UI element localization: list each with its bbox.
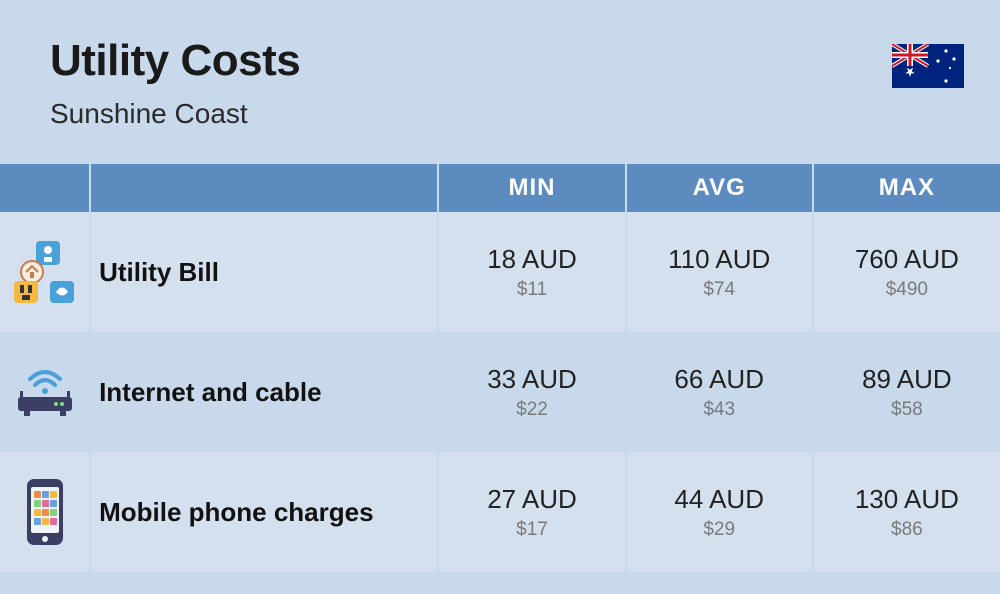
cell-max: 89 AUD $58: [813, 332, 1000, 452]
value-secondary: $11: [439, 279, 624, 301]
value-primary: 44 AUD: [627, 484, 812, 515]
table-row: Utility Bill 18 AUD $11 110 AUD $74 760 …: [0, 212, 1000, 332]
value-secondary: $490: [814, 279, 1000, 301]
costs-table: MIN AVG MAX: [0, 164, 1000, 572]
value-secondary: $29: [627, 519, 812, 541]
cell-min: 33 AUD $22: [438, 332, 625, 452]
page-subtitle: Sunshine Coast: [50, 98, 950, 130]
row-icon-cell: [0, 332, 90, 452]
row-label: Internet and cable: [90, 332, 438, 452]
value-primary: 89 AUD: [814, 364, 1000, 395]
header: Utility Costs Sunshine Coast: [0, 0, 1000, 164]
col-avg: AVG: [626, 164, 813, 212]
cell-avg: 44 AUD $29: [626, 452, 813, 572]
value-primary: 760 AUD: [814, 244, 1000, 275]
page-title: Utility Costs: [50, 36, 950, 86]
internet-router-icon: [8, 332, 81, 452]
table-header-row: MIN AVG MAX: [0, 164, 1000, 212]
cell-min: 18 AUD $11: [438, 212, 625, 332]
value-secondary: $43: [627, 399, 812, 421]
cell-min: 27 AUD $17: [438, 452, 625, 572]
value-primary: 27 AUD: [439, 484, 624, 515]
value-secondary: $86: [814, 519, 1000, 541]
cell-avg: 110 AUD $74: [626, 212, 813, 332]
table-row: Mobile phone charges 27 AUD $17 44 AUD $…: [0, 452, 1000, 572]
col-icon: [0, 164, 90, 212]
col-min: MIN: [438, 164, 625, 212]
cell-avg: 66 AUD $43: [626, 332, 813, 452]
row-label: Mobile phone charges: [90, 452, 438, 572]
value-secondary: $17: [439, 519, 624, 541]
row-icon-cell: [0, 452, 90, 572]
australia-flag-icon: [892, 44, 964, 88]
utility-bill-icon: [8, 212, 81, 332]
row-icon-cell: [0, 212, 90, 332]
value-primary: 33 AUD: [439, 364, 624, 395]
value-secondary: $58: [814, 399, 1000, 421]
cell-max: 760 AUD $490: [813, 212, 1000, 332]
table-row: Internet and cable 33 AUD $22 66 AUD $43…: [0, 332, 1000, 452]
value-primary: 66 AUD: [627, 364, 812, 395]
value-primary: 130 AUD: [814, 484, 1000, 515]
col-max: MAX: [813, 164, 1000, 212]
mobile-phone-icon: [8, 452, 81, 572]
cell-max: 130 AUD $86: [813, 452, 1000, 572]
row-label: Utility Bill: [90, 212, 438, 332]
col-label: [90, 164, 438, 212]
value-secondary: $22: [439, 399, 624, 421]
value-secondary: $74: [627, 279, 812, 301]
value-primary: 110 AUD: [627, 244, 812, 275]
value-primary: 18 AUD: [439, 244, 624, 275]
